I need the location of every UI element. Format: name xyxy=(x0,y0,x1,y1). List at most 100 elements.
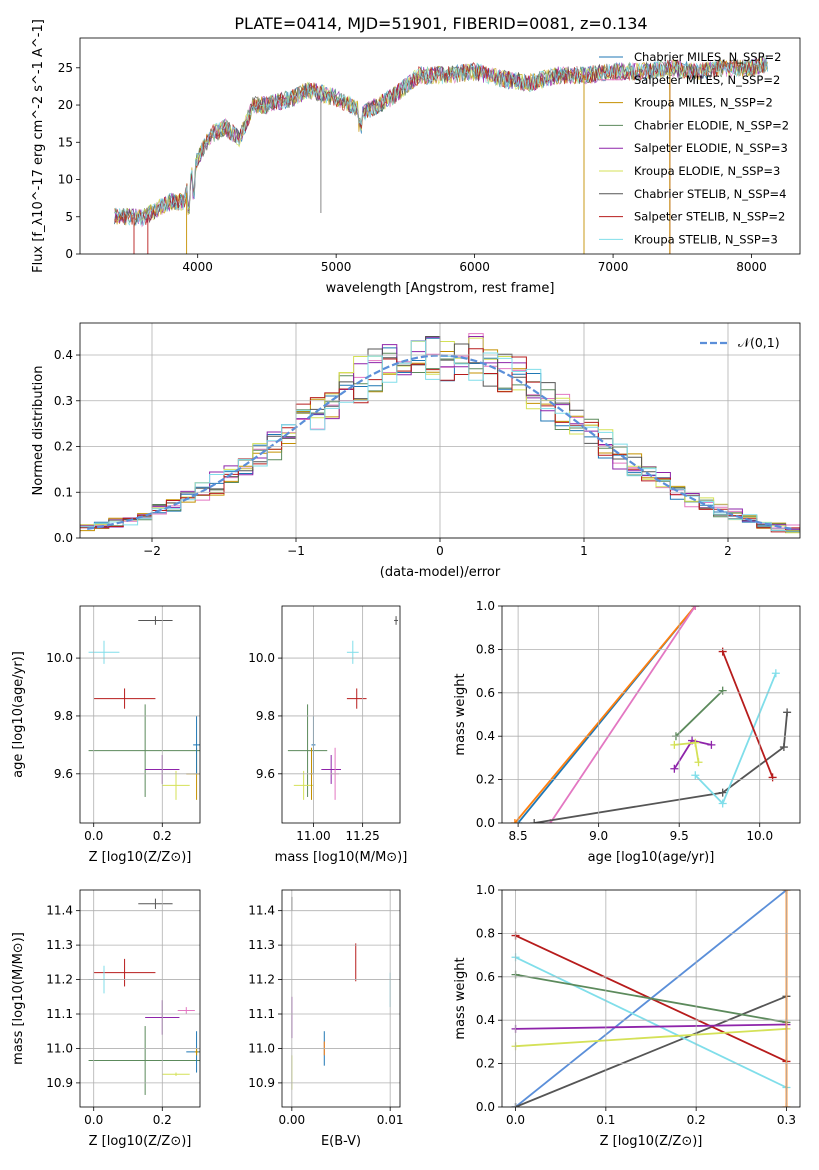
weight-line-chab_stelib xyxy=(515,995,787,1107)
y-tick-label: 0.6 xyxy=(476,970,495,984)
gaussian-curve xyxy=(87,354,793,530)
y-tick-label: 11.0 xyxy=(248,1041,275,1055)
weight-marker-salp_stelib xyxy=(718,647,727,656)
y-tick-label: 0.2 xyxy=(476,773,495,787)
legend-entry: Chabrier ELODIE, N_SSP=2 xyxy=(634,118,789,132)
weight-marker-krou_stelib xyxy=(771,669,780,678)
x-tick-label: 0 xyxy=(436,544,444,558)
y-tick-label: 9.8 xyxy=(54,709,73,723)
y-tick-label: 10.9 xyxy=(46,1076,73,1090)
weight-marker-chab_stelib xyxy=(530,819,539,823)
x-tick-label: 11.00 xyxy=(296,829,330,843)
y-tick-label: 0.3 xyxy=(54,394,73,408)
weight-marker-krou_stelib xyxy=(691,771,700,780)
plot-area xyxy=(291,896,391,1090)
weight-line-salp_miles xyxy=(549,606,697,823)
y-tick-label: 10 xyxy=(58,173,73,187)
axes-frame xyxy=(501,889,801,1108)
weight-marker-salp_miles xyxy=(691,606,700,610)
x-tick-label: 7000 xyxy=(598,260,629,274)
spectrum-line-krou_stelib xyxy=(114,55,768,226)
x-tick-label: 0.01 xyxy=(377,1113,404,1127)
spectrum-line-salp_stelib xyxy=(114,55,768,225)
x-tick-label: −1 xyxy=(287,544,305,558)
y-tick-label: 0.4 xyxy=(476,1013,495,1027)
x-tick-label: 0.1 xyxy=(596,1113,615,1127)
x-axis-label: Z [log10(Z/Z⊙)] xyxy=(89,850,192,865)
panel-age_vs_mass: 11.00 11.25 9.6 9.8 10.0 mass [log10(M/M⊙)] xyxy=(248,605,407,865)
plot-area xyxy=(88,898,200,1095)
y-tick-label: 0.0 xyxy=(476,1100,495,1114)
y-tick-label: 0.8 xyxy=(476,926,495,940)
weight-line-chab_elodie xyxy=(515,973,787,1024)
x-axis-label: Z [log10(Z/Z⊙)] xyxy=(600,1134,703,1149)
y-axis-label: age [log10(age/yr)] xyxy=(11,651,26,778)
y-tick-label: 20 xyxy=(58,98,73,112)
plot-area xyxy=(510,606,792,823)
x-tick-label: 9.0 xyxy=(589,829,608,843)
y-tick-label: 11.2 xyxy=(46,973,73,987)
panel-weight_vs_age: 8.5 9.0 9.5 10.0 0.0 0.2 0.4 0.6 0.8 1.0 age [log1… xyxy=(453,599,801,865)
weight-marker-krou_stelib xyxy=(718,799,727,808)
x-axis-label: E(B-V) xyxy=(321,1134,361,1149)
y-tick-label: 10.9 xyxy=(248,1076,275,1090)
weight-marker-krou_elodie xyxy=(670,740,679,749)
legend-entry: Chabrier MILES, N_SSP=2 xyxy=(634,50,781,64)
weight-marker-miles_line xyxy=(510,819,519,823)
y-axis-label: mass [log10(M/M⊙)] xyxy=(11,932,26,1065)
y-tick-label: 9.6 xyxy=(256,767,275,781)
x-tick-label: 5000 xyxy=(321,260,352,274)
y-axis-label: mass weight xyxy=(453,957,468,1039)
y-axis-label: mass weight xyxy=(453,673,468,755)
weight-marker-chab_stelib xyxy=(779,743,788,752)
x-tick-label: 0.00 xyxy=(278,1113,305,1127)
axes-frame xyxy=(79,37,801,255)
legend-entry: 𝒩(0,1) xyxy=(738,335,780,350)
x-tick-label: 8000 xyxy=(736,260,767,274)
x-tick-label: 0.0 xyxy=(84,1113,103,1127)
y-tick-label: 11.1 xyxy=(46,1007,73,1021)
weight-line-krou_elodie xyxy=(515,1028,787,1048)
legend-entry: Chabrier STELIB, N_SSP=4 xyxy=(634,187,786,201)
plot-area xyxy=(511,890,791,1107)
y-tick-label: 0.4 xyxy=(54,348,73,362)
weight-marker-salp_elodie xyxy=(707,740,716,749)
y-tick-label: 5 xyxy=(65,210,73,224)
plot-area xyxy=(114,55,768,254)
x-tick-label: 0.3 xyxy=(777,1113,796,1127)
axes-frame xyxy=(79,605,201,824)
y-tick-label: 11.1 xyxy=(248,1007,275,1021)
axes-frame xyxy=(281,605,401,824)
weight-line-chab_stelib xyxy=(534,712,788,823)
x-tick-label: 0.2 xyxy=(687,1113,706,1127)
y-axis-label: Flux [f_λ10^-17 erg cm^-2 s^-1 A^-1] xyxy=(31,19,46,273)
plot-area xyxy=(287,616,399,800)
x-tick-label: 6000 xyxy=(459,260,490,274)
axes-frame xyxy=(79,889,201,1108)
y-tick-label: 0.2 xyxy=(54,440,73,454)
x-tick-label: 1 xyxy=(580,544,588,558)
y-tick-label: 9.8 xyxy=(256,709,275,723)
y-tick-label: 0.8 xyxy=(476,642,495,656)
panel-residuals: −2 −1 0 1 2 0.0 0.1 0.2 0.3 0.4 (data-model)/error… xyxy=(31,322,801,580)
weight-line-krou_stelib xyxy=(515,956,787,1089)
y-tick-label: 0.0 xyxy=(54,531,73,545)
y-tick-label: 0.1 xyxy=(54,485,73,499)
weight-marker-chab_stelib xyxy=(718,788,727,797)
y-tick-label: 9.6 xyxy=(54,767,73,781)
y-tick-label: 15 xyxy=(58,135,73,149)
axes-frame xyxy=(501,605,801,824)
y-tick-label: 0.6 xyxy=(476,686,495,700)
x-tick-label: 4000 xyxy=(182,260,213,274)
legend-entry: Kroupa ELODIE, N_SSP=3 xyxy=(634,164,780,178)
y-tick-label: 11.4 xyxy=(248,904,275,918)
y-tick-label: 11.3 xyxy=(46,938,73,952)
y-tick-label: 1.0 xyxy=(476,599,495,613)
weight-marker-salp_stelib xyxy=(768,773,777,782)
y-tick-label: 0.4 xyxy=(476,729,495,743)
x-axis-label: age [log10(age/yr)] xyxy=(588,850,715,865)
weight-line-chab_elodie xyxy=(675,689,724,737)
panel-weight_vs_Z: 0.0 0.1 0.2 0.3 0.0 0.2 0.4 0.6 0.8 1.0 Z [log10(Z… xyxy=(453,883,801,1149)
legend-entry: Kroupa STELIB, N_SSP=3 xyxy=(634,232,778,246)
